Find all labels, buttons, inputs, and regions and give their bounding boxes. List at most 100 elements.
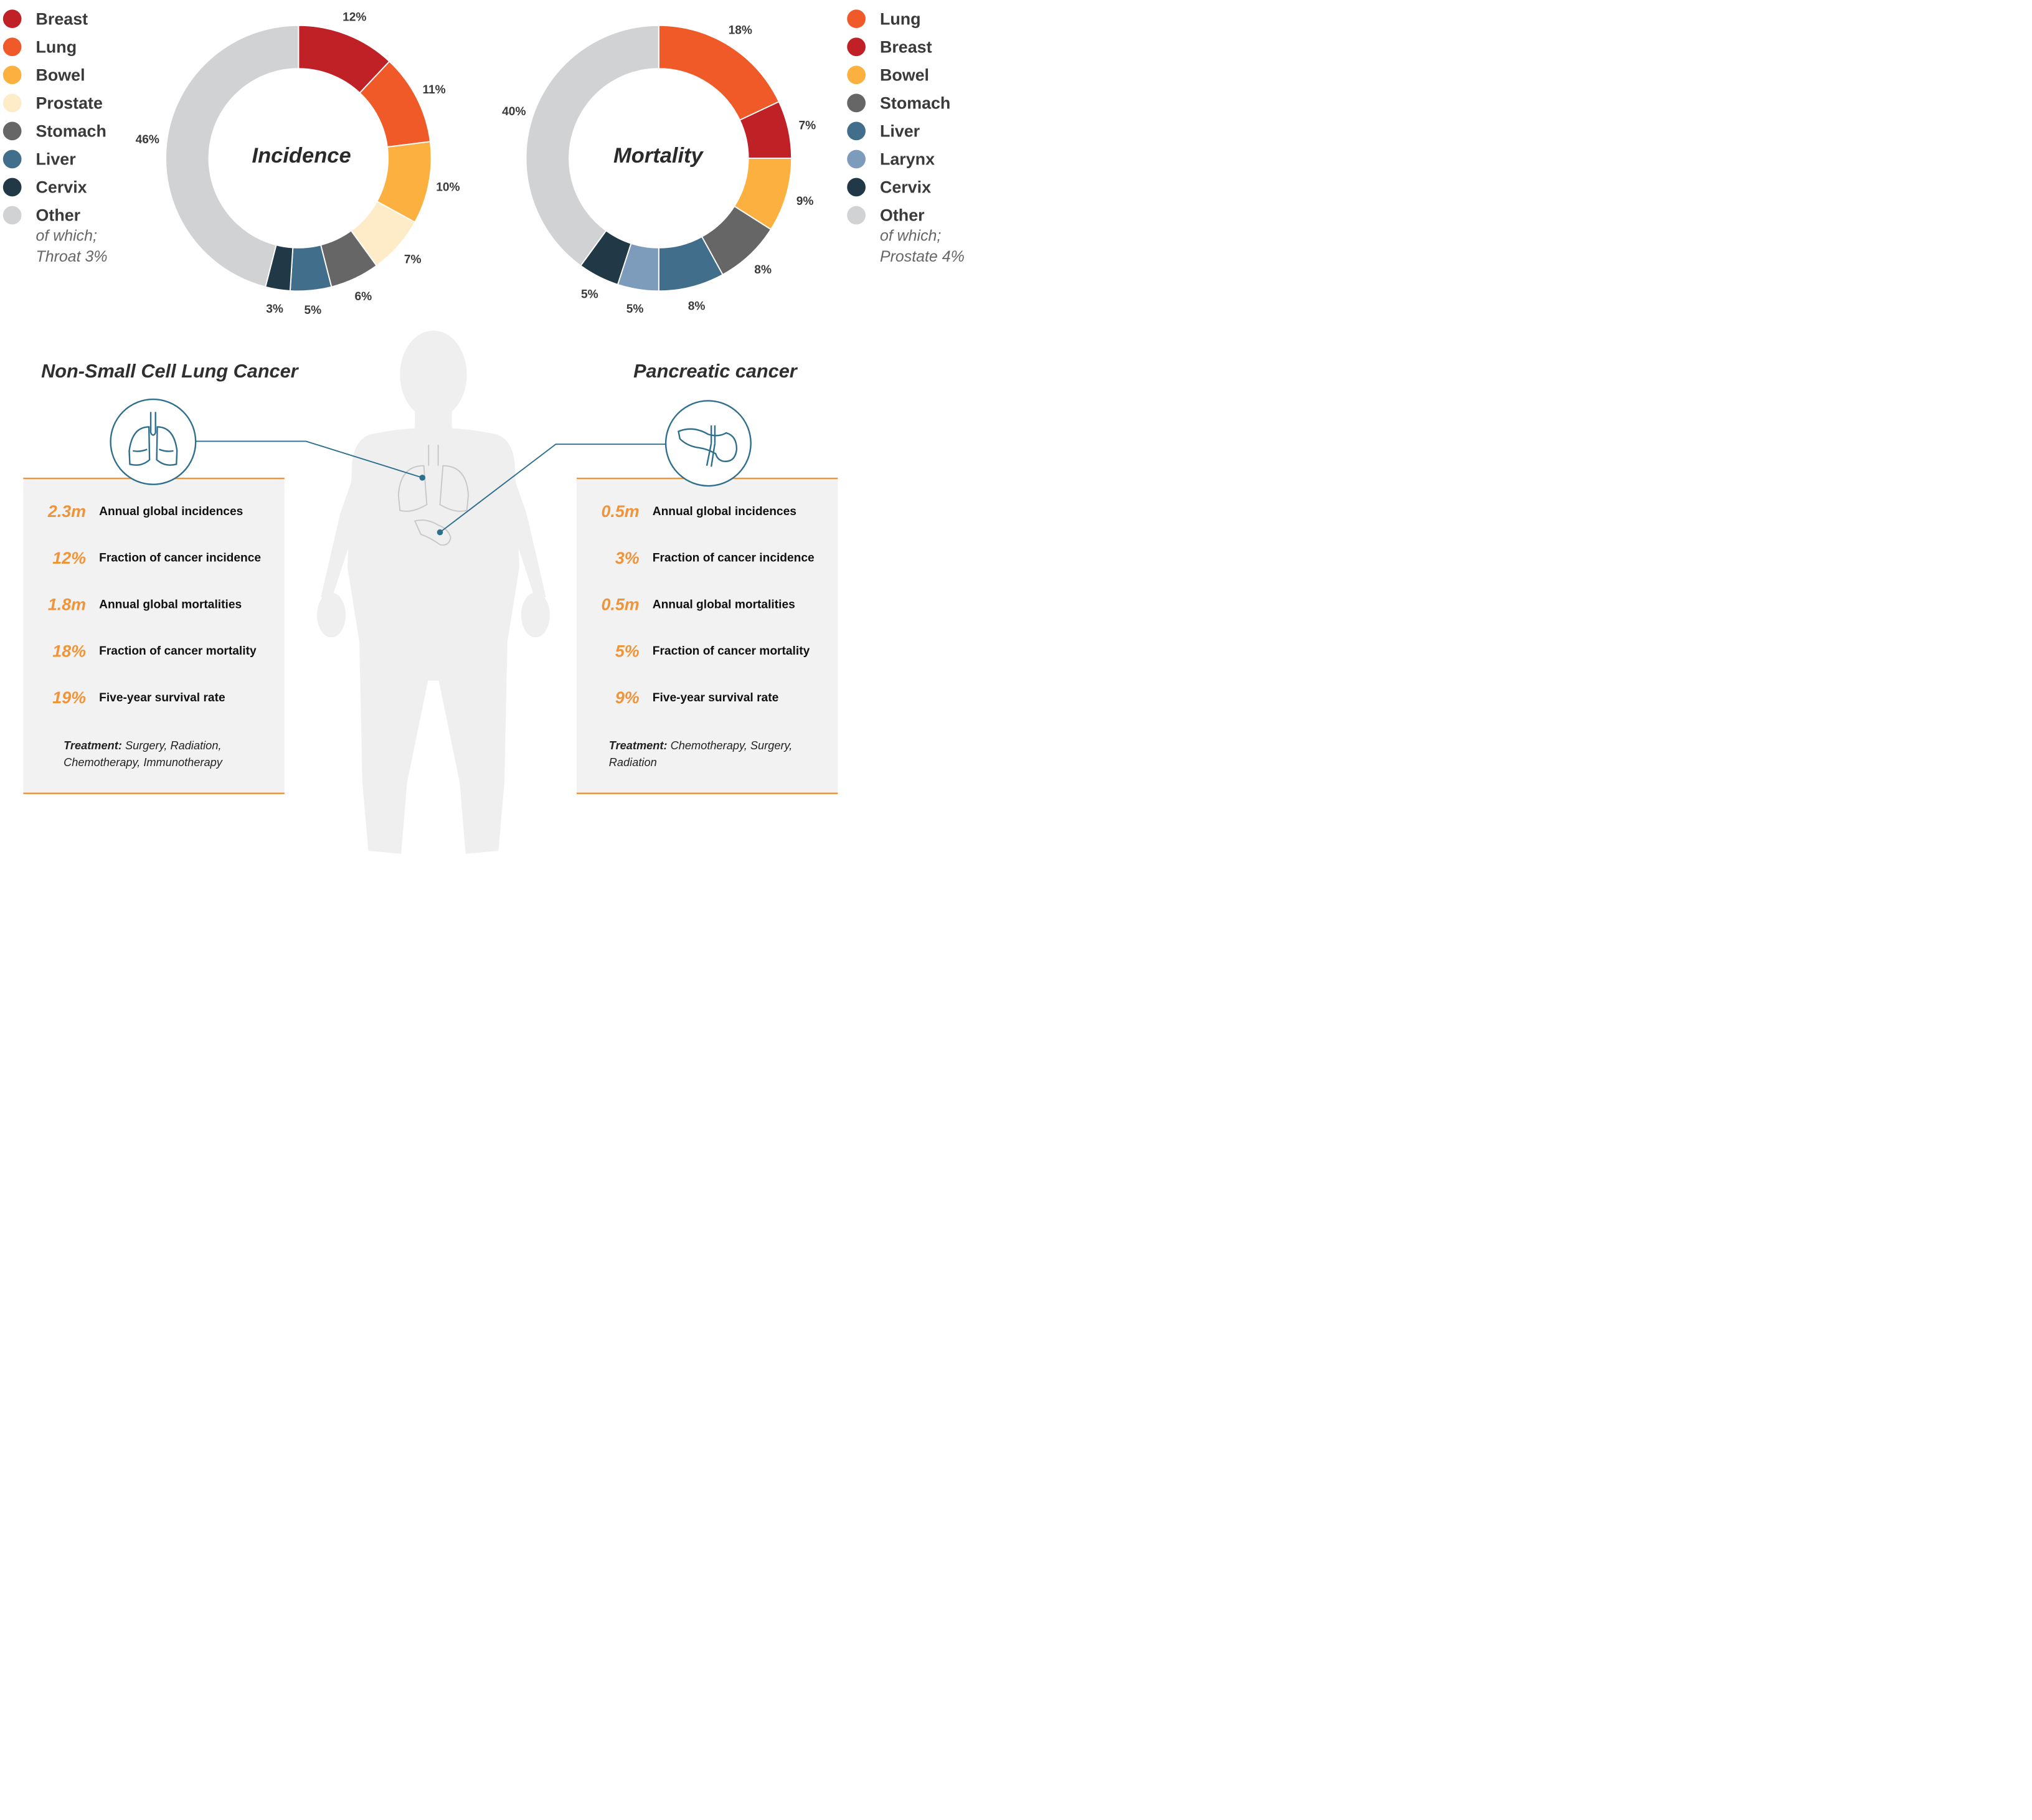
lung-connector-dot (419, 475, 426, 481)
data-label-stomach: 8% (754, 263, 772, 277)
legend-item-breast: Breast (2, 9, 108, 37)
mortality-center-label: Mortality (613, 144, 704, 168)
legend-note: of which; Throat 3% (35, 227, 108, 265)
legend-item-other: Other of which; Throat 3% (2, 206, 108, 267)
stat-value: 19% (52, 688, 87, 707)
legend-item-bowel: Bowel (2, 65, 108, 93)
legend-swatch (2, 37, 22, 57)
incidence-donut-chart: 12% 11% 10% 7% 6% 5% 3% 46% (136, 11, 460, 317)
data-label-lung: 11% (422, 83, 445, 97)
pancreas-connector-line (439, 443, 666, 533)
legend-label: Stomach (35, 121, 106, 141)
legend-swatch (847, 121, 866, 141)
legend-label: Cervix (35, 178, 87, 197)
legend-label: Bowel (879, 65, 930, 85)
legend-swatch (847, 65, 866, 85)
incidence-legend: Breast Lung Bowel Prostate Stomach Liver… (2, 9, 108, 267)
slice-other (165, 24, 300, 288)
data-label-cervix: 3% (266, 303, 283, 316)
stat-value: 0.5m (601, 595, 640, 614)
legend-item-cervix: Cervix (847, 178, 964, 206)
data-label-liver: 8% (688, 300, 706, 313)
legend-note: of which; Prostate 4% (879, 227, 965, 265)
legend-label: Larynx (879, 149, 935, 169)
legend-label: Other (35, 206, 81, 225)
treatment-text: Surgery, Radiation, (125, 739, 222, 752)
legend-swatch (2, 178, 22, 197)
slice-other (525, 24, 659, 267)
nsclc-stat-row: 2.3m Annual global incidences (23, 501, 243, 521)
pancreas-icon (678, 425, 738, 467)
infographic: 12% 11% 10% 7% 6% 5% 3% 46% 18% 7% 9% 8% 8% 5% 5% 40% … (0, 0, 974, 873)
legend-label: Bowel (35, 65, 85, 85)
data-label-breast: 12% (343, 11, 366, 24)
stat-label: Fraction of cancer incidence (652, 551, 815, 564)
legend-swatch (2, 149, 22, 169)
pancreatic-title: Pancreatic cancer (633, 360, 797, 382)
data-label-liver: 5% (304, 304, 321, 317)
lung-icon-circle (110, 398, 197, 485)
pancreatic-treatment: Treatment: Chemotherapy, Surgery, Radiat… (609, 737, 793, 771)
legend-item-cervix: Cervix (2, 178, 108, 206)
legend-label: Liver (35, 149, 76, 169)
legend-label: Stomach (879, 93, 951, 113)
legend-label: Cervix (879, 178, 932, 197)
body-pancreas-icon (413, 519, 451, 546)
nsclc-stat-row: 12% Fraction of cancer incidence (23, 548, 261, 567)
lungs-icon (128, 412, 178, 466)
mortality-legend: Lung Breast Bowel Stomach Liver Larynx C… (847, 9, 965, 267)
legend-swatch (847, 206, 866, 225)
stat-value: 2.3m (47, 501, 87, 521)
legend-swatch (847, 178, 866, 197)
pancreatic-stat-row: 5% Fraction of cancer mortality (577, 642, 810, 661)
data-label-breast: 7% (799, 119, 816, 132)
stat-label: Annual global mortalities (99, 597, 242, 611)
stat-label: Five-year survival rate (652, 691, 779, 704)
legend-item-other: Other of which; Prostate 4% (847, 206, 965, 267)
data-label-other: 40% (502, 105, 526, 118)
stat-value: 18% (52, 642, 87, 661)
legend-label: Other (879, 206, 925, 225)
pancreatic-stat-row: 3% Fraction of cancer incidence (577, 548, 815, 567)
data-label-stomach: 6% (355, 290, 372, 303)
stat-value: 5% (615, 642, 640, 661)
incidence-center-label: Incidence (252, 144, 351, 168)
legend-label: Breast (35, 9, 88, 29)
legend-swatch (2, 121, 22, 141)
body-silhouette (317, 330, 550, 854)
treatment-text: Chemotherapy, Immunotherapy (64, 756, 222, 769)
treatment-text: Chemotherapy, Surgery, (670, 739, 793, 752)
data-label-cervix: 5% (581, 288, 598, 301)
pancreatic-stat-row: 0.5m Annual global mortalities (577, 595, 795, 614)
legend-item-bowel: Bowel (847, 65, 964, 93)
legend-item-breast: Breast (847, 37, 964, 65)
data-label-prostate: 7% (404, 253, 422, 266)
stat-label: Annual global incidences (652, 505, 796, 518)
legend-item-prostate: Prostate (2, 93, 108, 121)
legend-label: Prostate (35, 93, 103, 113)
treatment-label: Treatment: (64, 739, 122, 752)
lung-connector-line (195, 440, 423, 478)
nsclc-stat-row: 19% Five-year survival rate (23, 688, 225, 707)
legend-item-liver: Liver (847, 121, 964, 149)
legend-item-stomach: Stomach (847, 93, 964, 121)
nsclc-title: Non-Small Cell Lung Cancer (41, 360, 298, 382)
legend-item-lung: Lung (847, 9, 964, 37)
stat-value: 1.8m (47, 595, 87, 614)
nsclc-stat-row: 18% Fraction of cancer mortality (23, 642, 256, 661)
pancreas-icon-circle (664, 400, 752, 487)
treatment-label: Treatment: (608, 739, 668, 752)
data-label-bowel: 10% (436, 181, 460, 194)
legend-swatch (2, 65, 22, 85)
body-lungs-icon (397, 445, 469, 512)
legend-label: Lung (35, 37, 77, 57)
stat-label: Annual global incidences (99, 505, 243, 518)
legend-swatch (847, 93, 866, 113)
stat-value: 12% (52, 548, 87, 567)
legend-item-lung: Lung (2, 37, 108, 65)
stat-label: Fraction of cancer mortality (652, 644, 810, 658)
stat-label: Five-year survival rate (99, 691, 225, 704)
data-label-other: 46% (136, 133, 159, 146)
legend-label: Liver (879, 121, 920, 141)
stat-value: 3% (615, 548, 640, 567)
